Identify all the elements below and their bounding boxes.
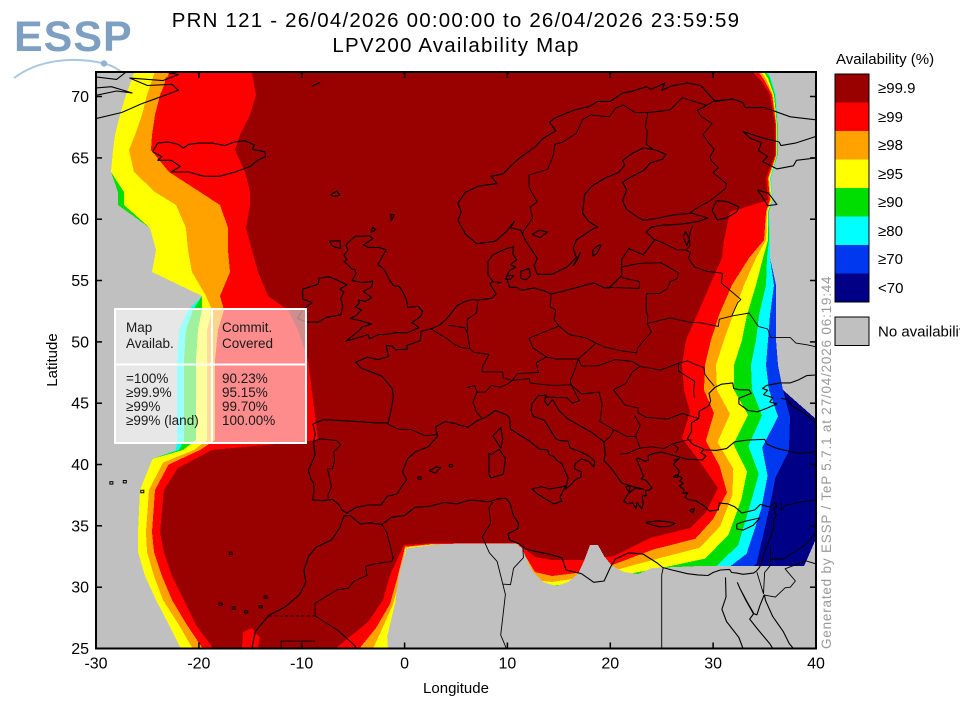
svg-text:90.23%: 90.23% bbox=[222, 371, 268, 386]
svg-text:95.15%: 95.15% bbox=[222, 385, 268, 400]
svg-text:60: 60 bbox=[71, 212, 89, 229]
svg-text:ESSP: ESSP bbox=[14, 13, 133, 61]
svg-text:-10: -10 bbox=[290, 656, 313, 673]
svg-text:Latitude: Latitude bbox=[44, 333, 61, 386]
svg-text:Availability (%): Availability (%) bbox=[836, 51, 934, 68]
svg-text:Covered: Covered bbox=[222, 336, 273, 351]
svg-text:≥70: ≥70 bbox=[878, 251, 903, 268]
svg-text:30: 30 bbox=[71, 580, 89, 597]
svg-text:55: 55 bbox=[71, 273, 89, 290]
svg-text:40: 40 bbox=[807, 656, 825, 673]
svg-text:≥98: ≥98 bbox=[878, 137, 903, 154]
svg-text:99.70%: 99.70% bbox=[222, 399, 268, 414]
svg-text:Generated by ESSP / TeP 5.7.1: Generated by ESSP / TeP 5.7.1 at 27/04/2… bbox=[819, 276, 834, 649]
svg-text:≥99%: ≥99% bbox=[126, 399, 160, 414]
svg-text:≥99.9%: ≥99.9% bbox=[126, 385, 172, 400]
svg-text:Commit.: Commit. bbox=[222, 320, 272, 335]
svg-text:No availability: No availability bbox=[878, 324, 960, 341]
svg-text:≥90: ≥90 bbox=[878, 194, 903, 211]
svg-text:≥99.9: ≥99.9 bbox=[878, 80, 915, 97]
svg-text:0: 0 bbox=[400, 656, 409, 673]
svg-text:PRN 121 - 26/04/2026 00:00:00: PRN 121 - 26/04/2026 00:00:00 to 26/04/2… bbox=[172, 9, 740, 32]
svg-text:100.00%: 100.00% bbox=[222, 413, 275, 428]
svg-text:70: 70 bbox=[71, 89, 89, 106]
svg-text:45: 45 bbox=[71, 396, 89, 413]
svg-text:25: 25 bbox=[71, 641, 89, 658]
svg-text:<70: <70 bbox=[878, 280, 903, 297]
svg-text:≥80: ≥80 bbox=[878, 223, 903, 240]
svg-text:≥99: ≥99 bbox=[878, 109, 903, 126]
svg-text:30: 30 bbox=[704, 656, 722, 673]
svg-text:=100%: =100% bbox=[126, 371, 168, 386]
svg-text:-20: -20 bbox=[187, 656, 210, 673]
svg-text:35: 35 bbox=[71, 518, 89, 535]
svg-text:50: 50 bbox=[71, 334, 89, 351]
svg-text:20: 20 bbox=[601, 656, 619, 673]
svg-text:≥95: ≥95 bbox=[878, 166, 903, 183]
svg-text:10: 10 bbox=[499, 656, 517, 673]
svg-text:40: 40 bbox=[71, 457, 89, 474]
svg-text:-30: -30 bbox=[84, 656, 107, 673]
svg-text:LPV200 Availability Map: LPV200 Availability Map bbox=[332, 34, 579, 57]
svg-text:Map: Map bbox=[126, 320, 152, 335]
svg-text:65: 65 bbox=[71, 150, 89, 167]
svg-text:≥99% (land): ≥99% (land) bbox=[126, 413, 199, 428]
svg-text:Longitude: Longitude bbox=[423, 680, 489, 697]
svg-text:Availab.: Availab. bbox=[126, 336, 174, 351]
